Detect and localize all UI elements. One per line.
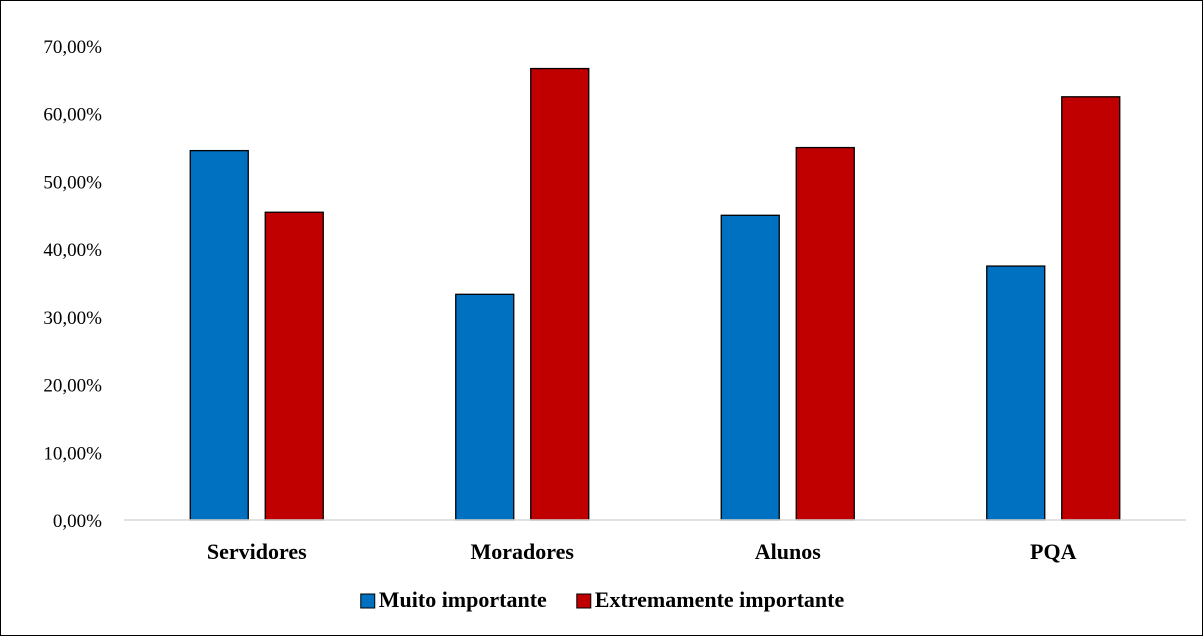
legend-label: Muito importante (379, 587, 547, 612)
bar-alunos-series-1 (795, 146, 855, 521)
y-tick-label: 50,00% (43, 172, 102, 193)
y-tick-label: 40,00% (43, 240, 102, 261)
bar-pqa-series-1 (1061, 96, 1121, 521)
bar-moradores-series-0 (455, 293, 515, 521)
y-tick-label: 10,00% (43, 443, 102, 464)
y-tick-label: 0,00% (53, 511, 102, 532)
bar-moradores-series-1 (530, 67, 590, 521)
legend-swatch (360, 593, 376, 609)
bars (189, 67, 1121, 521)
bar-servidores-series-0 (189, 149, 249, 521)
y-tick-label: 20,00% (43, 376, 102, 397)
category-labels: Servidores Moradores Alunos PQA (207, 539, 1077, 564)
legend: Muito importante Extremamente importante (360, 587, 845, 612)
category-label: Servidores (207, 539, 307, 564)
y-tick-label: 30,00% (43, 308, 102, 329)
legend-item: Extremamente importante (576, 587, 845, 612)
category-label: PQA (1030, 539, 1077, 564)
bar-alunos-series-0 (720, 214, 780, 521)
y-tick-label: 70,00% (43, 37, 102, 58)
y-tick-label: 60,00% (43, 105, 102, 126)
y-axis-tick-labels: 0,00% 10,00% 20,00% 30,00% 40,00% 50,00% 60,00… (43, 37, 102, 532)
bar-pqa-series-0 (986, 265, 1046, 521)
category-label: Alunos (755, 539, 821, 564)
bar-servidores-series-1 (264, 211, 324, 521)
legend-swatch (576, 593, 592, 609)
legend-item: Muito importante (360, 587, 547, 612)
category-label: Moradores (471, 539, 575, 564)
legend-label: Extremamente importante (595, 587, 845, 612)
